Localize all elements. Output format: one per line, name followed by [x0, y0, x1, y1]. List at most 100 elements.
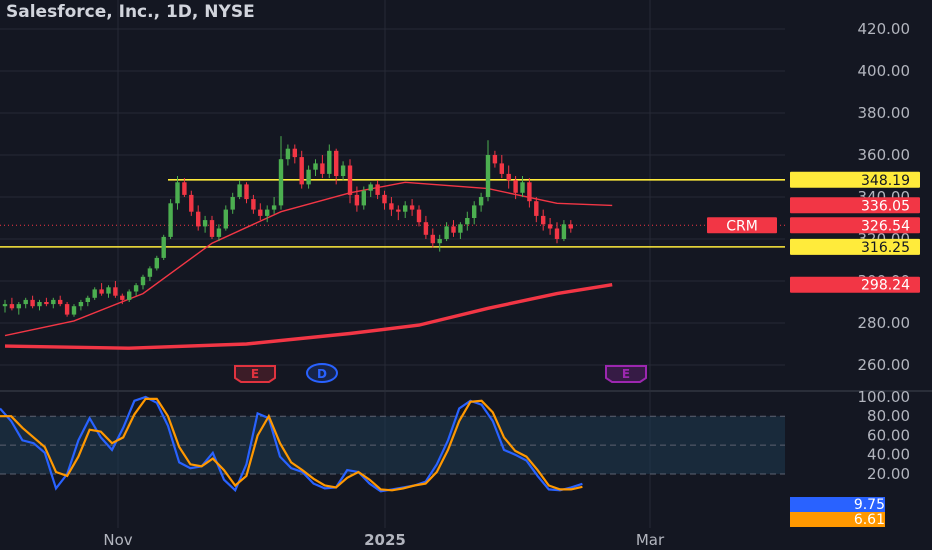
- candle-body: [99, 289, 104, 294]
- ma-fast-label: 336.05: [790, 197, 920, 214]
- candle-body: [382, 194, 387, 204]
- candle-body: [182, 182, 187, 195]
- candle-body: [258, 209, 263, 216]
- candle-body: [230, 197, 235, 210]
- candle-body: [361, 190, 366, 206]
- candle-body: [354, 194, 360, 206]
- stoch-d-label-bg: [790, 512, 885, 527]
- stoch-axis-tick: 40.00: [867, 446, 910, 464]
- candle-body: [541, 215, 546, 225]
- price-axis-tick: 420.00: [858, 20, 911, 38]
- level-low-label: 316.25: [790, 238, 920, 256]
- stoch-d-label: 6.61: [790, 512, 885, 528]
- time-axis-tick: 2025: [364, 531, 406, 549]
- candle-body: [51, 299, 56, 305]
- candle-body: [23, 299, 28, 305]
- candle-body: [251, 199, 256, 210]
- candle-body: [478, 197, 484, 206]
- earnings-marker[interactable]: E: [605, 365, 647, 383]
- candle-body: [396, 209, 401, 212]
- stoch-axis-tick: 100.00: [858, 388, 911, 406]
- ma-slow-label-bg: [790, 276, 920, 293]
- time-axis-tick: Mar: [636, 531, 665, 549]
- last-price-tag[interactable]: CRM 326.54: [707, 217, 920, 234]
- candle-body: [430, 234, 435, 244]
- candle-body: [561, 224, 567, 239]
- candle-body: [492, 155, 498, 164]
- candle-body: [244, 184, 249, 200]
- ma-fast-line: [4, 181, 613, 337]
- candle-body: [16, 304, 21, 309]
- candle-body: [37, 302, 42, 307]
- stoch-k-label: 9.75: [790, 497, 885, 513]
- candle-body: [223, 209, 228, 229]
- price-labels: 348.19 336.05 316.25 298.24 CRM 326.54 9.756.6…: [707, 171, 920, 528]
- candle-body: [472, 205, 477, 218]
- candle-body: [133, 285, 139, 292]
- candle-body: [437, 239, 442, 244]
- stoch-d-label-text: 6.61: [854, 512, 885, 528]
- candle-body: [513, 180, 518, 193]
- candles: [2, 136, 573, 317]
- candle-body: [327, 150, 332, 174]
- candle-body: [271, 205, 277, 210]
- dividend-marker[interactable]: D: [306, 363, 338, 383]
- price-axis-tick: 260.00: [858, 356, 911, 374]
- level-high-label-text: 348.19: [861, 173, 910, 189]
- level-high-label-bg: [790, 171, 920, 188]
- candle-body: [485, 155, 491, 197]
- candle-body: [64, 304, 70, 315]
- last-price-text: 326.54: [861, 218, 910, 234]
- candle-body: [120, 295, 125, 300]
- last-price-bg: [790, 217, 920, 234]
- axes: 420.00400.00380.00360.00340.00320.00300.…: [103, 20, 910, 549]
- candle-body: [92, 289, 97, 298]
- candle-body: [2, 304, 8, 307]
- candle-body: [147, 268, 153, 277]
- candle-body: [306, 169, 311, 185]
- candle-body: [71, 306, 77, 315]
- event-marker-label: E: [251, 367, 259, 381]
- candle-body: [534, 201, 539, 216]
- stoch-axis-tick: 20.00: [867, 465, 910, 483]
- candle-body: [9, 304, 15, 309]
- candle-body: [451, 226, 456, 233]
- ma-slow-line: [4, 283, 613, 350]
- candle-body: [520, 182, 525, 193]
- candle-body: [58, 299, 63, 305]
- level-low-label-text: 316.25: [861, 240, 910, 256]
- stoch-d-line: [0, 397, 583, 492]
- ma-slow-label-text: 298.24: [861, 278, 910, 294]
- chart-title: Salesforce, Inc., 1D, NYSE: [6, 2, 255, 22]
- stoch-k-label-bg: [790, 497, 885, 512]
- stoch-axis-tick: 80.00: [867, 407, 910, 425]
- candle-body: [423, 222, 429, 235]
- stoch-k-label-text: 9.75: [854, 497, 885, 513]
- candle-body: [216, 228, 222, 237]
- candle-body: [527, 182, 532, 202]
- level-high-label: 348.19: [790, 171, 920, 189]
- stoch-axis-tick: 60.00: [867, 426, 910, 444]
- price-axis-tick: 360.00: [858, 146, 911, 164]
- candle-body: [202, 220, 208, 227]
- candle-body: [568, 224, 573, 229]
- candle-body: [375, 184, 380, 195]
- earnings-marker[interactable]: E: [234, 365, 276, 383]
- candle-body: [506, 173, 511, 181]
- price-levels: [0, 179, 785, 248]
- candle-body: [444, 226, 449, 239]
- candle-body: [409, 205, 415, 210]
- candle-body: [465, 218, 470, 225]
- candle-body: [320, 163, 325, 174]
- ma-fast-label-bg: [790, 197, 920, 214]
- candle-body: [265, 209, 270, 216]
- ma-slow-label: 298.24: [790, 276, 920, 294]
- earnings-marker-shape: [234, 365, 276, 383]
- candle-body: [237, 184, 242, 197]
- dividend-marker-shape: [306, 363, 338, 383]
- earnings-marker-shape: [605, 365, 647, 383]
- price-axis-tick: 280.00: [858, 314, 911, 332]
- time-axis-tick: Nov: [103, 531, 132, 549]
